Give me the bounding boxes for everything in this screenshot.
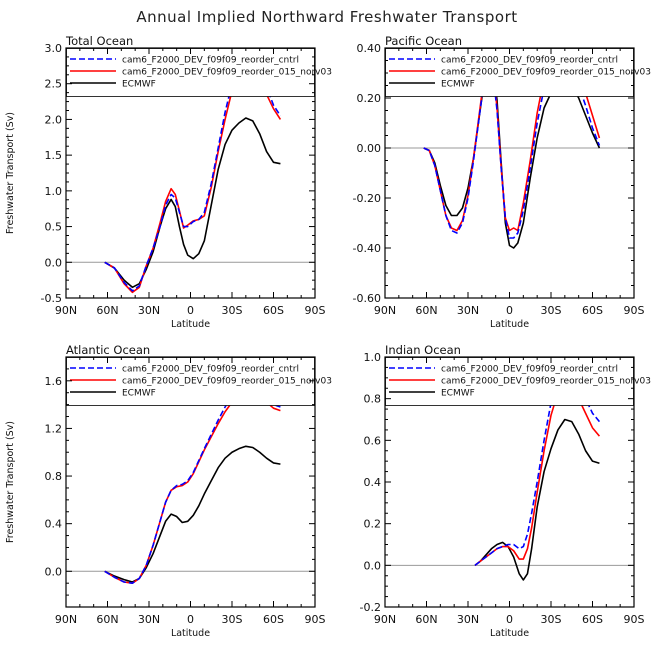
x-tick-label: 60S xyxy=(582,613,603,626)
y-tick-label: -0.5 xyxy=(41,292,62,305)
x-tick-label: 30S xyxy=(222,304,243,317)
x-tick-label: 60S xyxy=(263,304,284,317)
x-tick-label: 60N xyxy=(415,613,437,626)
legend-label-ecmwf: ECMWF xyxy=(122,389,156,399)
legend-label-norv03: cam6_F2000_DEV_f09f09_reorder_015_norv03 xyxy=(441,377,651,387)
y-tick-label: -0.2 xyxy=(360,601,381,614)
panel-title: Pacific Ocean xyxy=(385,34,462,48)
x-tick-label: 60S xyxy=(582,304,603,317)
legend-label-ecmwf: ECMWF xyxy=(441,80,475,90)
legend-label-ecmwf: ECMWF xyxy=(122,80,156,90)
legend-label-ecmwf: ECMWF xyxy=(441,389,475,399)
legend: cam6_F2000_DEV_f09f09_reorder_cntrl cam6_… xyxy=(66,357,332,406)
legend-label-cntrl: cam6_F2000_DEV_f09f09_reorder_cntrl xyxy=(122,56,299,66)
legend: cam6_F2000_DEV_f09f09_reorder_cntrl cam6_… xyxy=(385,357,651,406)
y-tick-label: 2.0 xyxy=(45,113,63,126)
x-tick-label: 60S xyxy=(263,613,284,626)
x-axis-label: Latitude xyxy=(490,628,529,639)
x-axis-label: Latitude xyxy=(171,628,210,639)
legend-label-norv03: cam6_F2000_DEV_f09f09_reorder_015_norv03 xyxy=(441,68,651,78)
y-tick-label: 0.40 xyxy=(357,42,382,55)
legend-label-cntrl: cam6_F2000_DEV_f09f09_reorder_cntrl xyxy=(441,365,618,375)
x-tick-label: 30S xyxy=(541,304,562,317)
y-tick-label: 2.5 xyxy=(45,78,63,91)
x-axis-label: Latitude xyxy=(171,319,210,330)
y-tick-label: 0.4 xyxy=(45,518,63,531)
y-tick-label: 0.00 xyxy=(357,142,382,155)
x-tick-label: 0 xyxy=(506,613,513,626)
figure-title: Annual Implied Northward Freshwater Tran… xyxy=(136,8,517,26)
y-axis-label: Freshwater Transport (Sv) xyxy=(5,421,16,543)
panel-total-ocean: Total Oceancam6_F2000_DEV_f09f09_reorder… xyxy=(5,34,332,330)
y-tick-label: 0.4 xyxy=(364,476,382,489)
x-tick-label: 90N xyxy=(55,613,77,626)
legend: cam6_F2000_DEV_f09f09_reorder_cntrl cam6_… xyxy=(385,48,651,97)
legend-label-cntrl: cam6_F2000_DEV_f09f09_reorder_cntrl xyxy=(122,365,299,375)
legend-label-cntrl: cam6_F2000_DEV_f09f09_reorder_cntrl xyxy=(441,56,618,66)
y-tick-label: -0.60 xyxy=(353,292,381,305)
y-tick-label: 3.0 xyxy=(45,42,63,55)
x-tick-label: 0 xyxy=(506,304,513,317)
legend: cam6_F2000_DEV_f09f09_reorder_cntrl cam6_… xyxy=(66,48,332,97)
y-tick-label: -0.40 xyxy=(353,242,381,255)
y-tick-label: 0.0 xyxy=(45,256,63,269)
legend-box xyxy=(66,48,315,97)
y-tick-label: 0.0 xyxy=(45,565,63,578)
x-tick-label: 30N xyxy=(138,304,160,317)
x-tick-label: 30N xyxy=(138,613,160,626)
panel-atlantic-ocean: Atlantic Oceancam6_F2000_DEV_f09f09_reor… xyxy=(5,343,332,639)
x-tick-label: 0 xyxy=(187,304,194,317)
y-tick-label: 0.5 xyxy=(45,221,63,234)
y-tick-label: 0.2 xyxy=(364,518,382,531)
y-tick-label: 1.0 xyxy=(364,351,382,364)
panel-pacific-ocean: Pacific Oceancam6_F2000_DEV_f09f09_reord… xyxy=(353,34,651,330)
x-tick-label: 0 xyxy=(187,613,194,626)
x-tick-label: 60N xyxy=(415,304,437,317)
y-tick-label: 0.8 xyxy=(364,393,382,406)
series-line-ecmwf xyxy=(104,445,281,583)
panels: Total Oceancam6_F2000_DEV_f09f09_reorder… xyxy=(5,34,651,639)
x-tick-label: 60N xyxy=(96,304,118,317)
legend-box xyxy=(385,48,634,97)
x-tick-label: 90N xyxy=(374,613,396,626)
series-line-norv03 xyxy=(474,381,601,566)
panel-title: Indian Ocean xyxy=(385,343,461,357)
y-tick-label: 0.6 xyxy=(364,434,382,447)
legend-label-norv03: cam6_F2000_DEV_f09f09_reorder_015_norv03 xyxy=(122,68,332,78)
x-tick-label: 30N xyxy=(457,304,479,317)
x-tick-label: 30S xyxy=(222,613,243,626)
x-tick-label: 90S xyxy=(624,613,645,626)
legend-label-norv03: cam6_F2000_DEV_f09f09_reorder_015_norv03 xyxy=(122,377,332,387)
x-tick-label: 90S xyxy=(305,613,326,626)
y-tick-label: 1.0 xyxy=(45,185,63,198)
y-axis-label: Freshwater Transport (Sv) xyxy=(5,112,16,234)
panel-title: Atlantic Ocean xyxy=(66,343,150,357)
series-line-norv03 xyxy=(104,388,281,584)
panel-title: Total Ocean xyxy=(65,34,133,48)
x-tick-label: 90S xyxy=(624,304,645,317)
y-tick-label: 0.0 xyxy=(364,559,382,572)
y-tick-label: -0.20 xyxy=(353,192,381,205)
y-tick-label: 1.5 xyxy=(45,149,63,162)
y-tick-label: 1.2 xyxy=(45,422,63,435)
panel-indian-ocean: Indian Oceancam6_F2000_DEV_f09f09_reorde… xyxy=(360,343,651,639)
x-axis-label: Latitude xyxy=(490,319,529,330)
x-tick-label: 90N xyxy=(55,304,77,317)
y-tick-label: 1.6 xyxy=(45,375,63,388)
y-tick-label: 0.20 xyxy=(357,92,382,105)
x-tick-label: 30N xyxy=(457,613,479,626)
x-tick-label: 30S xyxy=(541,613,562,626)
x-tick-label: 90S xyxy=(305,304,326,317)
series-line-cntrl xyxy=(104,382,281,584)
x-tick-label: 60N xyxy=(96,613,118,626)
series-line-ecmwf xyxy=(474,418,600,581)
y-tick-label: 0.8 xyxy=(45,470,63,483)
x-tick-label: 90N xyxy=(374,304,396,317)
